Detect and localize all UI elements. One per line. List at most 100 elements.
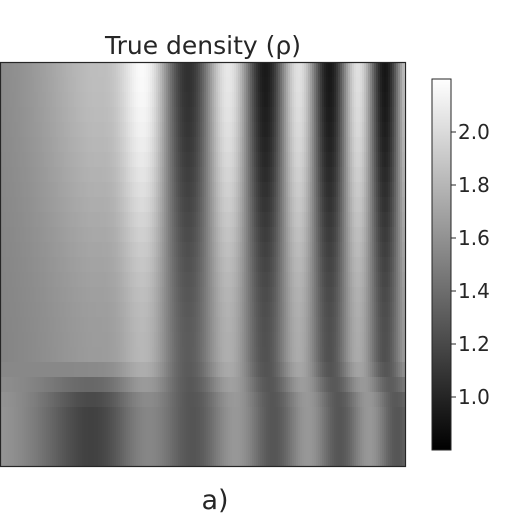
heatmap-cell [330, 302, 333, 318]
heatmap-cell [30, 122, 33, 138]
heatmap-cell [220, 137, 223, 153]
heatmap-cell [224, 407, 227, 423]
heatmap-cell [110, 317, 113, 333]
heatmap-cell [252, 257, 255, 273]
heatmap-cell [400, 347, 403, 363]
heatmap-cell [44, 212, 47, 228]
heatmap-cell [312, 167, 315, 183]
heatmap-cell [378, 122, 381, 138]
heatmap-cell [94, 62, 97, 78]
heatmap-cell [204, 92, 207, 108]
heatmap-cell [290, 362, 293, 378]
heatmap-cell [10, 197, 13, 213]
heatmap-cell [346, 377, 349, 393]
heatmap-cell [2, 332, 5, 348]
heatmap-cell [262, 182, 265, 198]
heatmap-cell [82, 242, 85, 258]
heatmap-cell [244, 272, 247, 288]
heatmap-cell [84, 212, 87, 228]
heatmap-cell [248, 362, 251, 378]
heatmap-cell [214, 212, 217, 228]
heatmap-cell [336, 347, 339, 363]
heatmap-cell [98, 152, 101, 168]
heatmap-cell [16, 317, 19, 333]
heatmap-cell [10, 317, 13, 333]
heatmap-cell [238, 332, 241, 348]
heatmap-cell [154, 242, 157, 258]
heatmap-cell [306, 347, 309, 363]
heatmap-cell [346, 197, 349, 213]
heatmap-cell [140, 92, 143, 108]
heatmap-cell [182, 92, 185, 108]
heatmap-cell [114, 107, 117, 123]
heatmap-cell [166, 137, 169, 153]
heatmap-cell [282, 332, 285, 348]
heatmap-cell [192, 377, 195, 393]
heatmap-cell [278, 362, 281, 378]
heatmap-cell [150, 317, 153, 333]
heatmap-cell [308, 152, 311, 168]
heatmap-cell [46, 377, 49, 393]
heatmap-cell [296, 137, 299, 153]
heatmap-cell [188, 392, 191, 408]
heatmap-cell [212, 407, 215, 423]
heatmap-cell [364, 347, 367, 363]
heatmap-cell [6, 257, 9, 273]
heatmap-cell [278, 257, 281, 273]
heatmap-cell [194, 167, 197, 183]
heatmap-cell [82, 332, 85, 348]
heatmap-cell [350, 122, 353, 138]
heatmap-cell [142, 407, 145, 423]
heatmap-cell [240, 362, 243, 378]
heatmap-cell [248, 92, 251, 108]
heatmap-cell [228, 317, 231, 333]
heatmap-cell [72, 212, 75, 228]
heatmap-cell [8, 137, 11, 153]
heatmap-cell [120, 152, 123, 168]
heatmap-cell [56, 407, 59, 423]
heatmap-cell [362, 377, 365, 393]
heatmap-cell [108, 107, 111, 123]
heatmap-cell [178, 287, 181, 303]
heatmap-cell [228, 422, 231, 438]
heatmap-cell [22, 212, 25, 228]
heatmap-cell [248, 347, 251, 363]
heatmap-cell [44, 197, 47, 213]
heatmap-cell [384, 317, 387, 333]
heatmap-cell [42, 302, 45, 318]
heatmap-cell [342, 122, 345, 138]
heatmap-cell [204, 212, 207, 228]
heatmap-cell [190, 272, 193, 288]
heatmap-cell [100, 167, 103, 183]
heatmap-cell [220, 347, 223, 363]
heatmap-cell [260, 212, 263, 228]
heatmap-cell [212, 77, 215, 93]
heatmap-cell [176, 347, 179, 363]
heatmap-cell [64, 332, 67, 348]
heatmap-cell [282, 137, 285, 153]
heatmap-cell [104, 332, 107, 348]
heatmap-cell [270, 107, 273, 123]
heatmap-cell [22, 317, 25, 333]
heatmap-cell [236, 422, 239, 438]
heatmap-cell [92, 317, 95, 333]
heatmap-cell [390, 377, 393, 393]
heatmap-cell [304, 377, 307, 393]
heatmap-cell [154, 92, 157, 108]
heatmap-cell [204, 137, 207, 153]
heatmap-cell [380, 407, 383, 423]
heatmap-cell [106, 272, 109, 288]
heatmap-cell [38, 107, 41, 123]
heatmap-cell [376, 197, 379, 213]
heatmap-cell [364, 377, 367, 393]
heatmap-cell [236, 287, 239, 303]
heatmap-cell [274, 272, 277, 288]
heatmap-cell [190, 212, 193, 228]
heatmap-cell [364, 272, 367, 288]
heatmap-cell [374, 392, 377, 408]
heatmap-cell [240, 257, 243, 273]
heatmap-cell [4, 257, 7, 273]
heatmap-cell [144, 107, 147, 123]
heatmap-cell [176, 197, 179, 213]
heatmap-cell [106, 257, 109, 273]
